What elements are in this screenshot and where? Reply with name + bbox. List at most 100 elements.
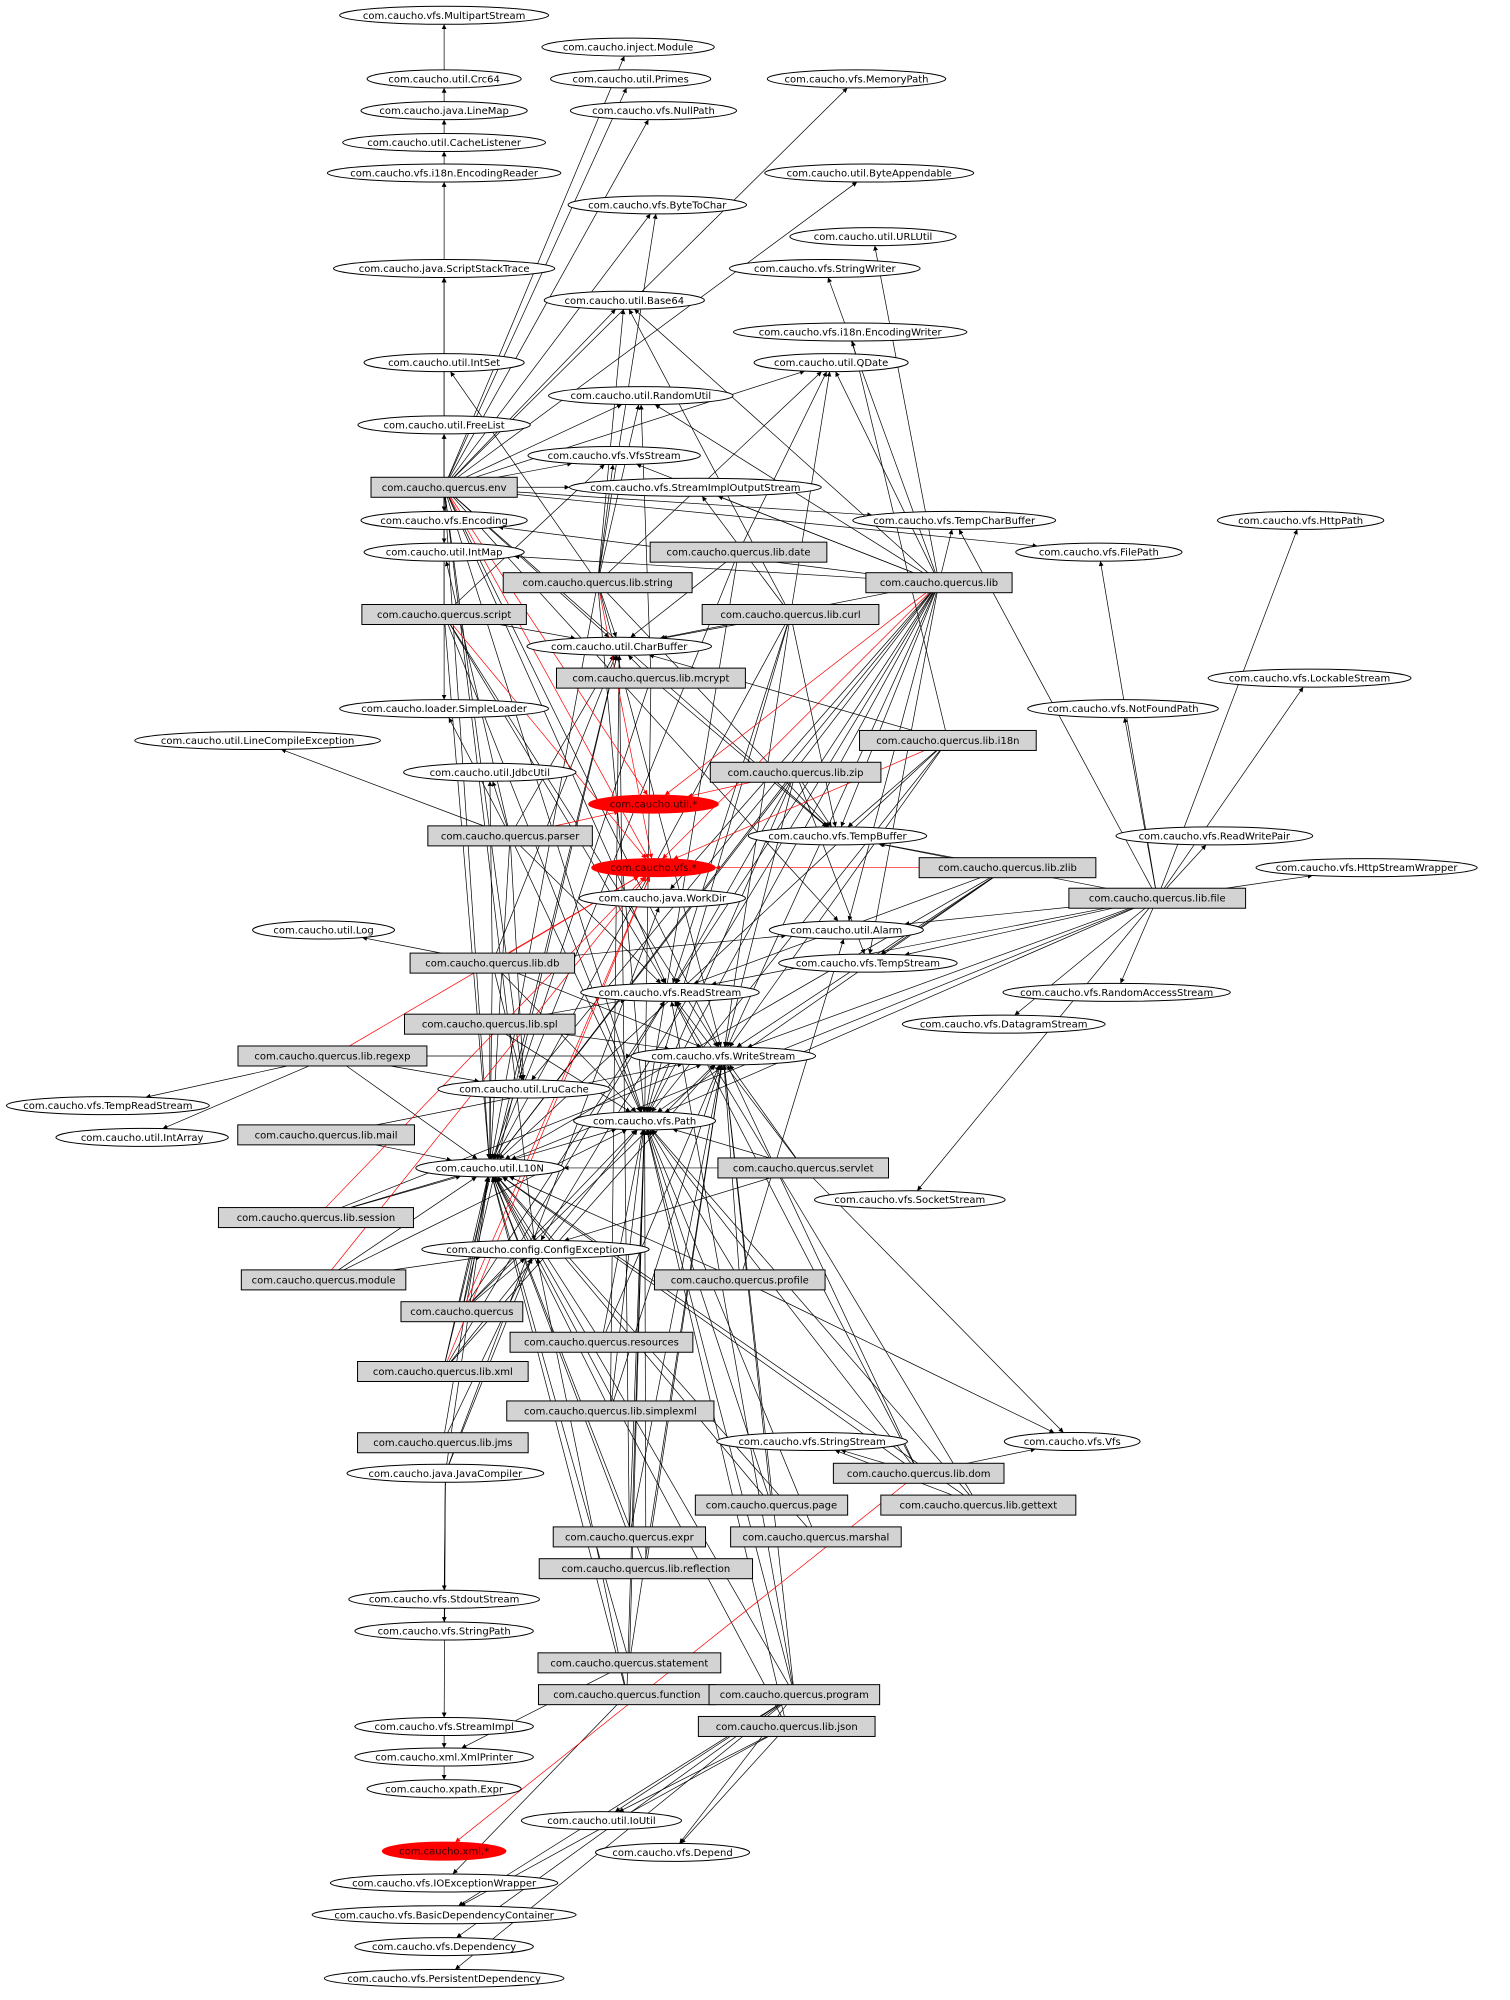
edge-lib-regexp-to-lru-cache: [390, 1065, 480, 1083]
node-label: com.caucho.vfs.StdoutStream: [369, 1595, 519, 1606]
node-label: com.caucho.vfs.Path: [593, 1116, 696, 1127]
edge-quercus-env-to-random-util: [465, 404, 623, 478]
edge-lib-curl-to-temp-buffer: [792, 624, 837, 827]
package-box: [538, 1558, 754, 1580]
class-ellipse: [547, 386, 734, 406]
node-script-stack-trace: com.caucho.java.ScriptStackTrace: [333, 258, 556, 278]
node-label: com.caucho.util.Primes: [572, 74, 688, 85]
edge-quercus-parser-to-line-compile-exception: [280, 748, 484, 827]
node-multipart-stream: com.caucho.vfs.MultipartStream: [339, 5, 550, 25]
class-ellipse: [753, 353, 909, 373]
node-label: com.caucho.vfs.*: [610, 863, 696, 874]
class-ellipse: [346, 1463, 545, 1483]
package-box: [427, 825, 593, 847]
edge-quercus-lib-to-qdate: [835, 371, 935, 573]
edge-lib-regexp-to-l10-n: [346, 1065, 478, 1160]
node-label: com.caucho.vfs.HttpStreamWrapper: [1276, 863, 1459, 874]
class-ellipse: [716, 1431, 908, 1451]
node-encoding-reader: com.caucho.vfs.i18n.EncodingReader: [326, 163, 562, 183]
edge-lib-zip-to-write-stream: [724, 782, 794, 1048]
node-xpath-expr: com.caucho.xpath.Expr: [366, 1779, 522, 1799]
node-label: com.caucho.vfs.Vfs: [1024, 1437, 1121, 1448]
package-box: [880, 1494, 1077, 1516]
edge-lib-file-to-lockable-stream: [1163, 686, 1304, 889]
package-box: [709, 761, 882, 783]
package-box: [697, 1715, 876, 1737]
class-ellipse: [778, 953, 958, 973]
node-read-stream: com.caucho.vfs.ReadStream: [580, 982, 760, 1002]
node-lib-curl: com.caucho.quercus.lib.curl: [701, 604, 880, 626]
package-box: [653, 1269, 826, 1291]
edge-quercus-profile-to-l10-n: [509, 1176, 718, 1271]
edge-lib-dom-to-vfs: [966, 1447, 1036, 1464]
node-quercus-page: com.caucho.quercus.page: [694, 1494, 849, 1516]
node-label: com.caucho.vfs.NullPath: [592, 106, 715, 117]
package-box: [865, 572, 1013, 594]
edge-quercus-servlet-to-config-exception: [564, 1177, 771, 1242]
node-label: com.caucho.quercus.profile: [671, 1275, 809, 1286]
node-label: com.caucho.quercus.lib.string: [523, 578, 673, 589]
package-box: [717, 1157, 890, 1179]
class-ellipse: [5, 1096, 210, 1116]
node-work-dir: com.caucho.java.WorkDir: [578, 888, 747, 908]
edge-lib-mcrypt-to-random-util: [638, 404, 651, 669]
node-label: com.caucho.vfs.TempBuffer: [768, 831, 907, 842]
edge-quercus-expr-to-path: [629, 1129, 647, 1527]
class-ellipse: [55, 1127, 229, 1147]
node-label: com.caucho.quercus.program: [720, 1690, 869, 1701]
package-box: [361, 604, 527, 626]
node-label: com.caucho.util.Crc64: [388, 74, 500, 85]
node-quercus-marshal: com.caucho.quercus.marshal: [730, 1526, 902, 1548]
node-label: com.caucho.util.IntArray: [81, 1133, 204, 1144]
node-label: com.caucho.quercus.lib.i18n: [876, 736, 1019, 747]
node-basic-dependency-container: com.caucho.vfs.BasicDependencyContainer: [311, 1905, 577, 1925]
edge-lib-date-to-char-buffer: [630, 561, 727, 638]
edge-quercus-env-to-path: [446, 497, 643, 1112]
class-ellipse: [520, 1811, 683, 1831]
edge-lib-i18n-to-write-stream: [729, 750, 942, 1048]
class-ellipse: [1216, 510, 1385, 530]
edge-quercus-parser-to-int-map: [444, 561, 509, 826]
node-label: com.caucho.vfs.DatagramStream: [920, 1020, 1088, 1031]
class-ellipse: [329, 1873, 559, 1893]
edge-quercus-env-to-vfs-stream: [497, 461, 573, 478]
class-ellipse: [437, 1079, 611, 1099]
class-ellipse: [363, 542, 525, 562]
class-ellipse: [1003, 1431, 1141, 1451]
edge-lib-curl-to-char-buffer: [662, 624, 737, 640]
node-byte-to-char: com.caucho.vfs.ByteToChar: [567, 195, 748, 215]
node-label: com.caucho.util.Log: [273, 926, 373, 937]
edge-quercus-marshal-to-path: [647, 1129, 813, 1528]
class-ellipse: [134, 730, 381, 750]
edge-lib-i18n-to-char-buffer: [648, 653, 914, 731]
node-file-path: com.caucho.vfs.FilePath: [1015, 542, 1183, 562]
node-encoding-writer: com.caucho.vfs.i18n.EncodingWriter: [732, 322, 968, 342]
package-box: [859, 729, 1037, 751]
node-not-found-path: com.caucho.vfs.NotFoundPath: [1027, 699, 1219, 719]
edge-lib-xml-to-l10-n: [444, 1176, 490, 1362]
edge-quercus-lib-to-int-map: [514, 554, 866, 579]
package-box: [403, 1013, 576, 1035]
node-vfs: com.caucho.vfs.Vfs: [1003, 1431, 1141, 1451]
cycle-edge-quercus-lib-to-util-star: [664, 592, 927, 796]
class-ellipse: [541, 37, 715, 57]
node-lib-json: com.caucho.quercus.lib.json: [697, 1715, 876, 1737]
edge-quercus-parser-to-read-stream: [520, 845, 662, 984]
node-label: com.caucho.quercus.lib.session: [237, 1213, 396, 1224]
node-vfs-star: com.caucho.vfs.*: [591, 858, 716, 878]
class-ellipse: [339, 699, 550, 719]
node-label: com.caucho.vfs.Dependency: [372, 1942, 516, 1953]
edge-quercus-script-to-char-buffer: [499, 624, 576, 640]
node-quercus-profile: com.caucho.quercus.profile: [653, 1269, 826, 1291]
package-box: [832, 1462, 1005, 1484]
node-xml-star: com.caucho.xml.*: [381, 1841, 507, 1861]
edge-lib-db-to-l10-n: [487, 973, 493, 1159]
node-label: com.caucho.quercus.marshal: [742, 1532, 889, 1543]
node-label: com.caucho.quercus.lib: [880, 578, 998, 589]
edge-lib-string-to-char-buffer: [600, 592, 617, 638]
node-label: com.caucho.xml.*: [399, 1847, 489, 1858]
node-temp-buffer: com.caucho.vfs.TempBuffer: [747, 826, 928, 846]
node-label: com.caucho.vfs.WriteStream: [651, 1051, 795, 1062]
node-int-set: com.caucho.util.IntSet: [363, 353, 525, 373]
